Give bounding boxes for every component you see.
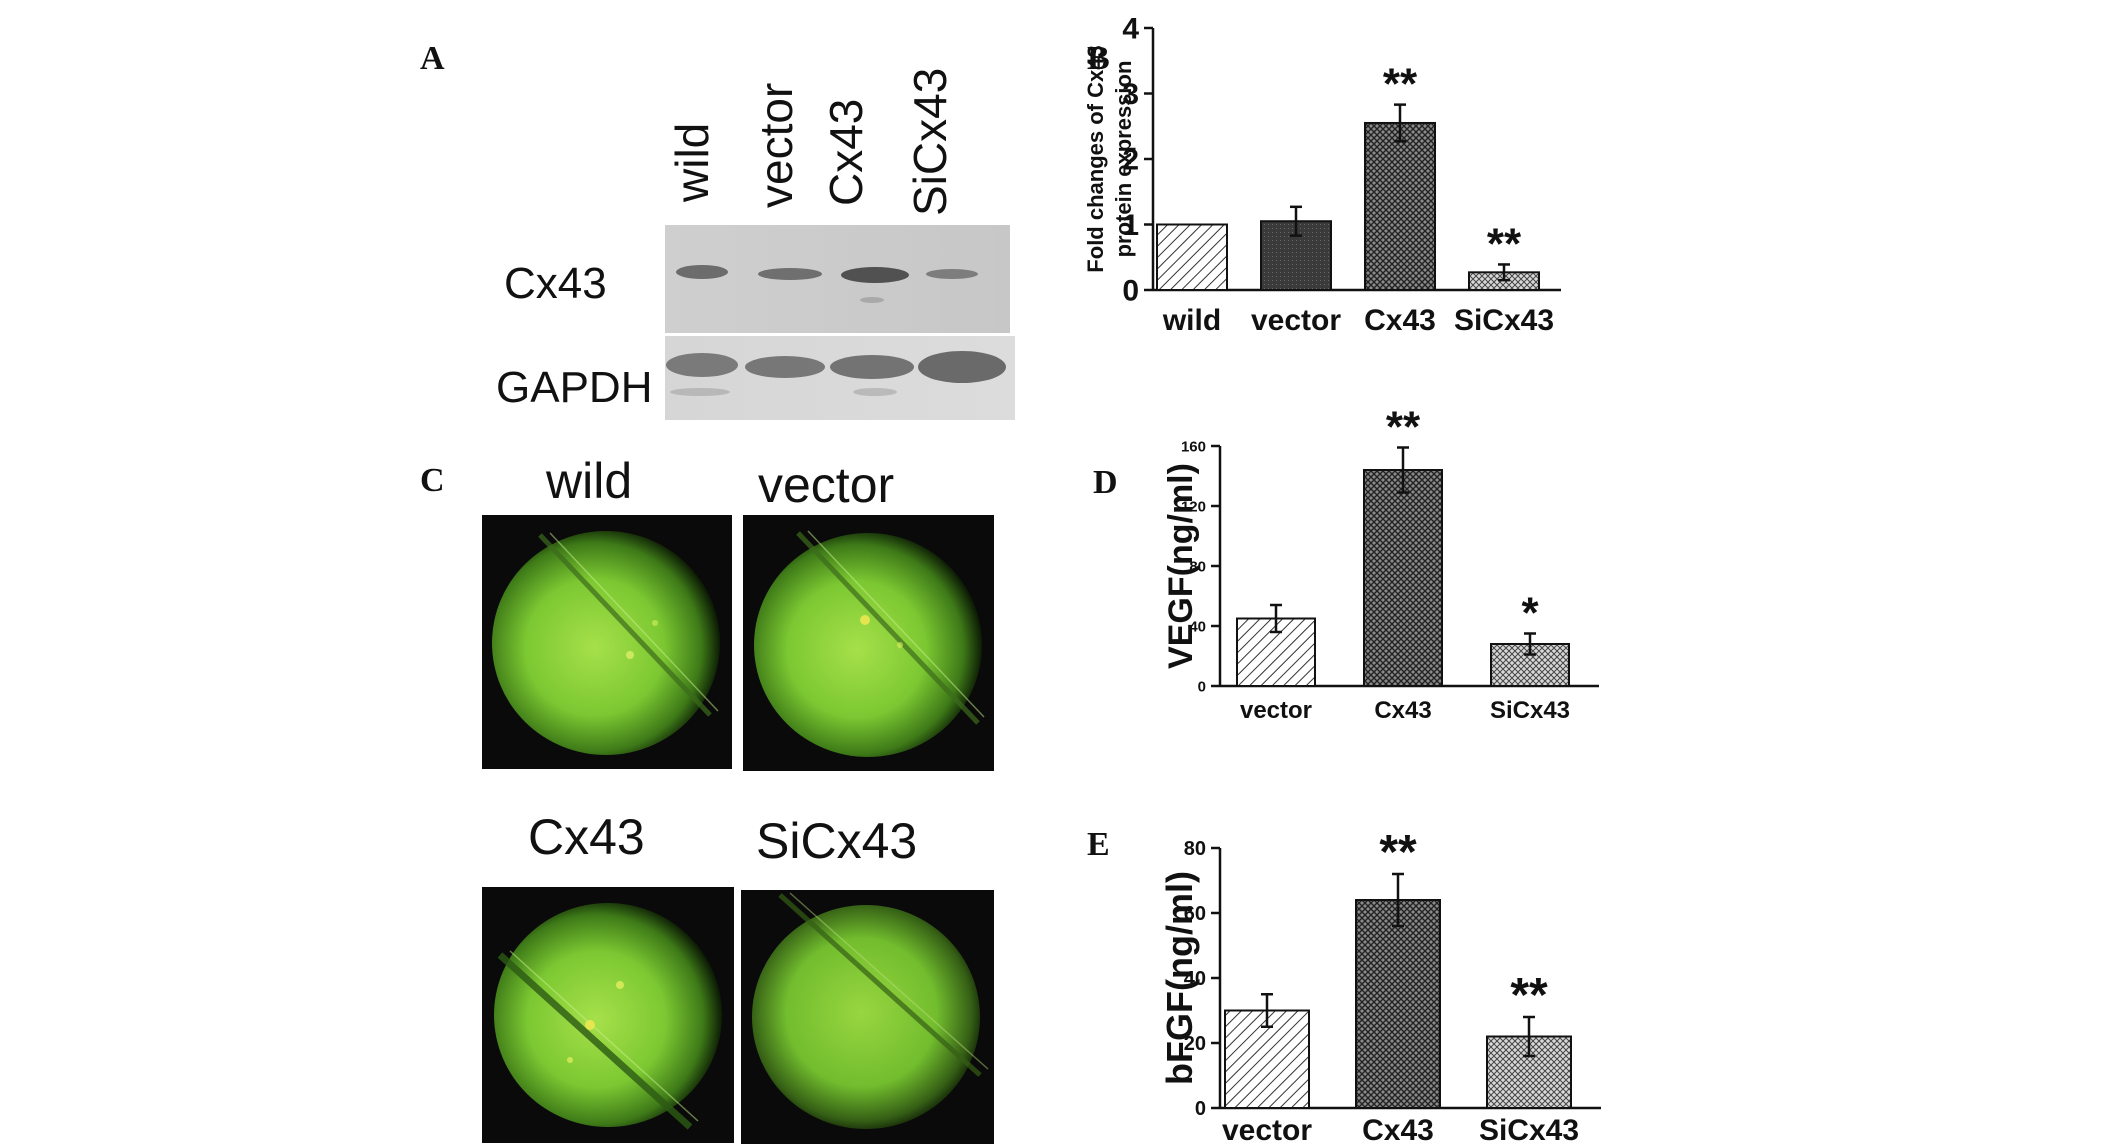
fluorescence-image-vector bbox=[743, 515, 994, 771]
category-label: vector bbox=[1222, 1114, 1312, 1142]
y-tick-label: 40 bbox=[1184, 968, 1206, 990]
band-label-gapdh: GAPDH bbox=[496, 363, 652, 412]
significance-marker: ** bbox=[1510, 969, 1548, 1022]
y-tick-label: 0 bbox=[1195, 1098, 1206, 1120]
panel-letter-a: A bbox=[420, 40, 445, 77]
category-label: SiCx43 bbox=[1490, 697, 1570, 724]
y-axis-label: Fold changes of Cx43 protein expression bbox=[1083, 45, 1136, 272]
bar bbox=[1363, 469, 1443, 687]
y-tick-label: 0 bbox=[1198, 678, 1206, 695]
category-label: Cx43 bbox=[1362, 1114, 1434, 1142]
significance-marker: ** bbox=[1379, 826, 1417, 879]
lane-label-wild: wild bbox=[666, 123, 718, 203]
significance-marker: ** bbox=[1386, 403, 1421, 452]
panel-letter-e: E bbox=[1087, 826, 1110, 863]
y-tick-label: 80 bbox=[1189, 558, 1206, 575]
y-axis-label: VEGF(ng/ml) bbox=[1162, 463, 1200, 669]
bar bbox=[1236, 617, 1316, 687]
category-label: Cx43 bbox=[1364, 304, 1436, 337]
y-tick-label: 3 bbox=[1122, 78, 1139, 111]
panel-letter-c: C bbox=[420, 462, 445, 499]
y-tick-label: 4 bbox=[1122, 13, 1139, 46]
fluorescence-images bbox=[482, 515, 994, 1144]
y-tick-label: 2 bbox=[1122, 144, 1139, 177]
y-tick-label: 120 bbox=[1181, 498, 1206, 515]
lane-label-sicx43: SiCx43 bbox=[904, 68, 956, 216]
category-label: wild bbox=[1162, 304, 1221, 337]
category-label: SiCx43 bbox=[1479, 1114, 1579, 1142]
bar bbox=[1355, 899, 1441, 1109]
lane-label-cx43: Cx43 bbox=[820, 99, 872, 206]
panel-letter-d: D bbox=[1093, 464, 1118, 501]
fluorescence-image-wild bbox=[482, 515, 732, 769]
bar bbox=[1364, 121, 1436, 291]
fluorescence-image-sicx43 bbox=[741, 890, 994, 1144]
image-label-cx43: Cx43 bbox=[528, 809, 645, 865]
image-label-wild: wild bbox=[546, 453, 633, 509]
category-label: vector bbox=[1251, 304, 1341, 337]
blot-strip-cx43 bbox=[665, 225, 1010, 333]
y-tick-label: 80 bbox=[1184, 838, 1206, 860]
category-label: vector bbox=[1240, 697, 1312, 724]
panel-letter-b: B bbox=[1087, 40, 1110, 77]
blot-strip-gapdh bbox=[665, 336, 1015, 420]
band-label-cx43: Cx43 bbox=[504, 259, 607, 308]
y-tick-label: 1 bbox=[1122, 209, 1139, 242]
lane-label-vector: vector bbox=[750, 83, 802, 208]
significance-marker: * bbox=[1521, 589, 1539, 638]
significance-marker: ** bbox=[1487, 219, 1522, 268]
y-tick-label: 40 bbox=[1189, 618, 1206, 635]
y-tick-label: 60 bbox=[1184, 903, 1206, 925]
category-label: Cx43 bbox=[1374, 697, 1431, 724]
y-axis-label: bFGF(ng/ml) bbox=[1159, 871, 1200, 1085]
y-tick-label: 20 bbox=[1184, 1033, 1206, 1055]
y-tick-label: 0 bbox=[1122, 275, 1139, 308]
image-label-sicx43: SiCx43 bbox=[756, 813, 918, 869]
bar bbox=[1156, 223, 1228, 291]
chart-d: 0 40 80 120 160 VEGF(ng/ml) vector ** Cx43 * SiCx4… bbox=[1162, 403, 1599, 724]
western-blot-panel: wild vector Cx43 SiCx43 Cx43 GAPDH bbox=[496, 68, 1015, 420]
significance-marker: ** bbox=[1383, 60, 1418, 109]
image-label-vector: vector bbox=[758, 457, 895, 513]
category-label: SiCx43 bbox=[1454, 304, 1554, 337]
fluorescence-image-cx43 bbox=[482, 887, 734, 1143]
chart-e: 0 20 40 60 80 bFGF(ng/ml) vector ** Cx43 ** SiCx43 bbox=[1159, 826, 1601, 1142]
y-tick-label: 160 bbox=[1181, 438, 1206, 455]
